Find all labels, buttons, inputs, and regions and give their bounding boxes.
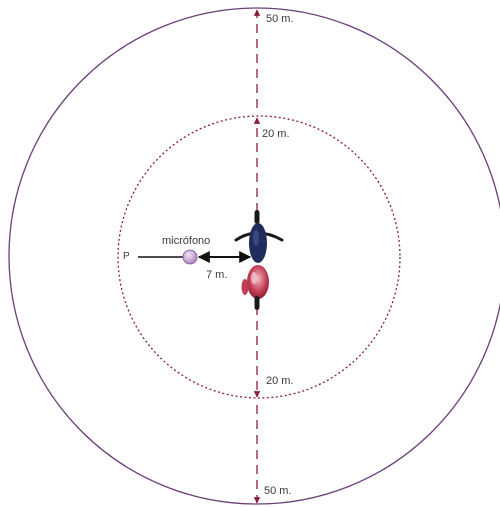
inner-circle-20m <box>117 115 401 399</box>
label-microphone: micrófono <box>162 235 210 247</box>
motorcycle-icon <box>234 210 284 310</box>
microphone-icon <box>182 249 198 265</box>
label-top-50m: 50 m. <box>266 13 294 25</box>
label-bottom-20m: 20 m. <box>266 375 294 387</box>
outer-circle-50m <box>8 7 500 505</box>
label-point-p: P <box>123 251 130 262</box>
label-7m: 7 m. <box>206 269 227 281</box>
label-bottom-50m: 50 m. <box>264 485 292 497</box>
label-top-20m: 20 m. <box>262 128 290 140</box>
